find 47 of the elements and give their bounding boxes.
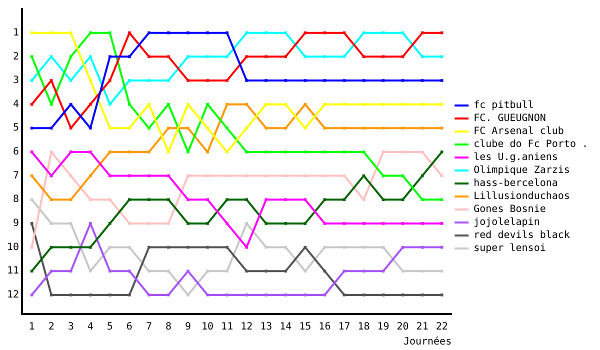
x-tick-label: 14 (280, 322, 292, 333)
x-tick-label: 6 (126, 322, 132, 333)
legend-label: FC Arsenal club (474, 126, 564, 138)
y-tick-label: 4 (13, 98, 20, 110)
legend-label: FC. GUEUGNON (474, 113, 546, 124)
x-tick-label: 22 (436, 322, 448, 333)
x-tick-label: 4 (87, 322, 94, 333)
x-tick-label: 21 (416, 322, 428, 333)
x-tick-label: 12 (240, 322, 253, 333)
x-tick-label: 15 (299, 322, 312, 333)
x-tick-label: 3 (68, 322, 74, 333)
legend-label: jojolelapin (474, 217, 540, 228)
x-tick-label: 10 (202, 322, 214, 333)
x-tick-label: 13 (260, 322, 272, 333)
y-tick-label: 5 (13, 122, 20, 134)
y-tick-label: 2 (13, 51, 20, 62)
x-tick-label: 16 (318, 322, 331, 333)
x-tick-label: 9 (184, 322, 192, 333)
x-tick-label: 17 (338, 322, 350, 333)
legend-label: red devils black (474, 230, 570, 242)
y-tick-label: 11 (6, 266, 20, 277)
x-tick-label: 18 (358, 322, 370, 333)
x-tick-label: 7 (146, 322, 152, 333)
y-tick-label: 3 (13, 75, 20, 86)
y-tick-label: 8 (13, 194, 20, 206)
x-tick-label: 20 (396, 322, 409, 333)
y-tick-label: 12 (6, 290, 20, 301)
legend-label: super lensoi (474, 243, 546, 254)
legend-label: Olimpique Zarzis (474, 165, 570, 176)
x-axis-title: Journées (403, 336, 452, 348)
legend-label: les U.g.aniens (474, 152, 558, 164)
x-tick-label: 2 (48, 322, 54, 333)
y-tick-label: 10 (6, 242, 20, 253)
x-tick-label: 5 (106, 322, 113, 333)
x-tick-label: 11 (221, 322, 234, 333)
legend-label: Lillusionduchaos (474, 191, 570, 202)
legend-label: hass-bercelona (474, 178, 558, 190)
x-tick-label: 8 (165, 322, 172, 333)
y-tick-label: 7 (13, 170, 20, 182)
x-tick-label: 1 (28, 322, 35, 333)
legend-label: clube do Fc Porto . (474, 139, 588, 150)
legend-label: fc pitbull (474, 100, 534, 112)
y-tick-label: 6 (13, 146, 20, 158)
legend-label: Gones Bosnie (474, 204, 546, 216)
y-tick-label: 1 (13, 27, 20, 38)
x-tick-label: 19 (377, 322, 390, 333)
y-tick-label: 9 (13, 218, 20, 230)
